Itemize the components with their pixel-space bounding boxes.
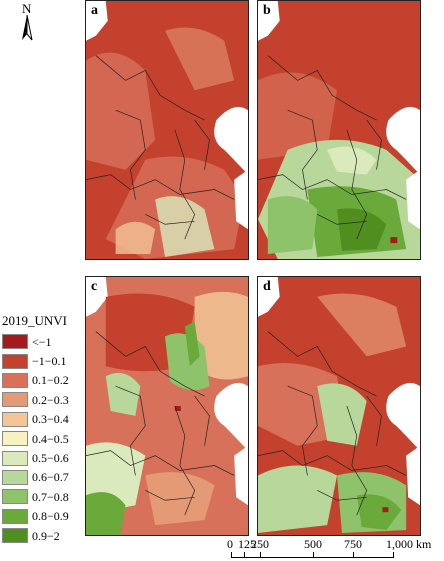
legend-swatch [2, 353, 28, 369]
legend-item: 0.3−0.4 [0, 410, 84, 429]
legend: 2019_UNVI <−1 −1−0.1 0.1−0.2 0.2−0.3 0.3−0.4… [0, 314, 84, 545]
scale-bar-tick [231, 552, 232, 558]
scale-bar-label: 1,000 km [386, 537, 432, 551]
legend-label: 0.8−0.9 [32, 509, 69, 524]
legend-item: 0.1−0.2 [0, 371, 84, 390]
scale-bar-tick [313, 552, 314, 558]
legend-rows: <−1 −1−0.1 0.1−0.2 0.2−0.3 0.3−0.4 0.4−0.5 0.5… [0, 332, 84, 545]
map-panel-a: a [85, 0, 249, 260]
map-panel-c: c [85, 276, 249, 536]
legend-swatch [2, 528, 28, 544]
map-panel-d: d [257, 276, 421, 536]
legend-label: 0.2−0.3 [32, 392, 69, 407]
panel-label-c: c [91, 279, 98, 294]
legend-title: 2019_UNVI [2, 313, 67, 328]
legend-item: 0.8−0.9 [0, 507, 84, 526]
legend-swatch [2, 469, 28, 485]
legend-swatch [2, 372, 28, 388]
legend-label: <−1 [32, 334, 52, 349]
scale-bar-label: 250 [251, 537, 269, 551]
scale-bar-tick [260, 552, 261, 558]
map-d [258, 277, 420, 535]
map-a [86, 1, 248, 259]
legend-item: −1−0.1 [0, 351, 84, 370]
scale-bar-ticks: 0 125 250 500 750 1,000 km [222, 537, 444, 558]
legend-label: 0.7−0.8 [32, 489, 69, 504]
legend-swatch [2, 431, 28, 447]
legend-label: −1−0.1 [32, 354, 67, 369]
legend-swatch [2, 489, 28, 505]
legend-label: 0.6−0.7 [32, 470, 69, 485]
map-b [258, 1, 420, 259]
legend-item: 0.2−0.3 [0, 390, 84, 409]
legend-item: <−1 [0, 332, 84, 351]
scale-bar-axis [231, 557, 393, 558]
scale-bar-label: 0 [227, 537, 233, 551]
legend-swatch [2, 411, 28, 427]
legend-label: 0.3−0.4 [32, 412, 69, 427]
legend-item: 0.4−0.5 [0, 429, 84, 448]
scale-bar-tick [353, 552, 354, 558]
scale-bar-label: 500 [304, 537, 322, 551]
legend-label: 0.9−2 [32, 528, 60, 543]
scale-bar-label: 125 [238, 537, 256, 551]
legend-label: 0.5−0.6 [32, 451, 69, 466]
legend-label: 0.4−0.5 [32, 431, 69, 446]
north-arrow-icon [22, 14, 33, 41]
legend-item: 0.9−2 [0, 526, 84, 545]
map-c [86, 277, 248, 535]
map-panel-b: b [257, 0, 421, 260]
scale-bar-tick [393, 552, 394, 558]
north-label: N [22, 1, 32, 16]
north-arrow: N [8, 2, 38, 46]
panel-label-a: a [91, 3, 98, 18]
legend-swatch [2, 334, 28, 350]
legend-item: 0.5−0.6 [0, 448, 84, 467]
legend-item: 0.7−0.8 [0, 487, 84, 506]
legend-swatch [2, 508, 28, 524]
panel-label-b: b [263, 3, 271, 18]
scale-bar-label: 750 [344, 537, 362, 551]
legend-label: 0.1−0.2 [32, 373, 69, 388]
legend-swatch [2, 450, 28, 466]
legend-item: 0.6−0.7 [0, 468, 84, 487]
scale-bar: 0 125 250 500 750 1,000 km [222, 538, 444, 561]
legend-swatch [2, 392, 28, 408]
panel-label-d: d [263, 279, 271, 294]
scale-bar-tick [244, 552, 245, 558]
